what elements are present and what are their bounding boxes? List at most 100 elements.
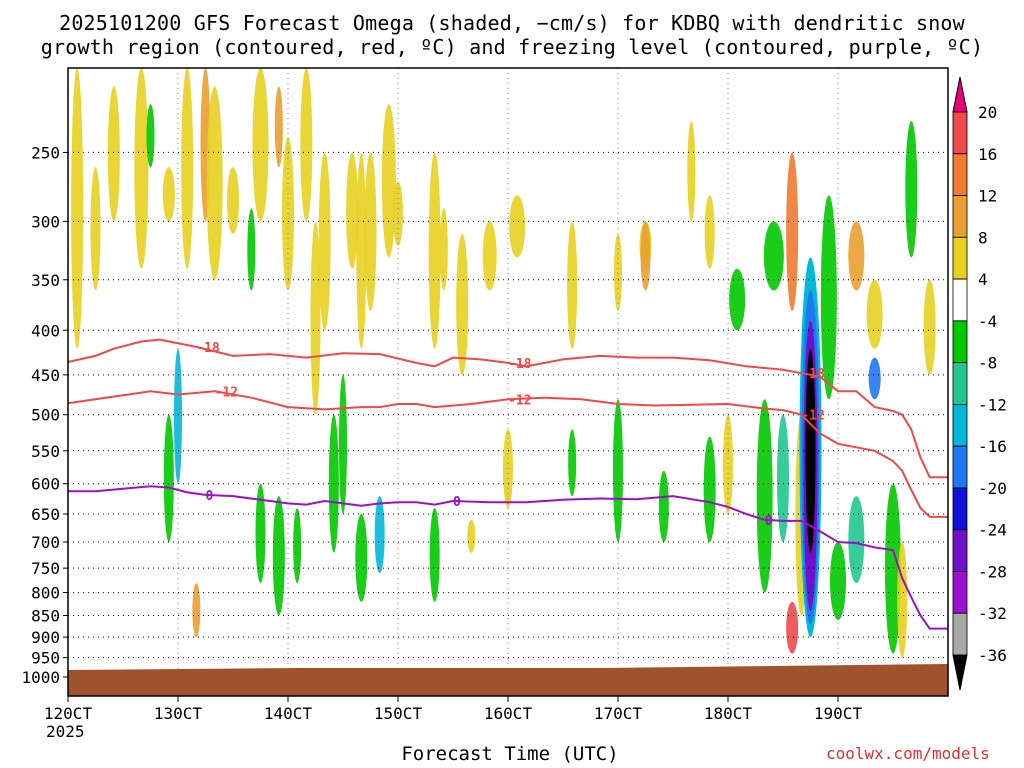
y-tick-label: 250: [31, 143, 60, 162]
y-tick-label: 750: [31, 559, 60, 578]
x-tick-label: 120CT: [44, 704, 93, 723]
y-tick-label: 300: [31, 212, 60, 231]
colorbar-label: -4: [978, 312, 997, 331]
colorbar-swatch: [952, 529, 968, 572]
contour-label: 0: [765, 514, 773, 529]
omega-blob: [247, 208, 256, 291]
colorbar-swatch: [952, 153, 968, 196]
omega-blob: [356, 152, 367, 349]
chart-title-line1: 2025101200 GFS Forecast Omega (shaded, −…: [59, 11, 965, 35]
omega-blob: [381, 104, 396, 258]
y-tick-label: 650: [31, 505, 60, 524]
omega-blob: [777, 414, 789, 543]
omega-blob: [868, 357, 881, 400]
omega-blob: [364, 152, 377, 311]
colorbar-label: 20: [978, 103, 997, 122]
colorbar-label: -32: [978, 604, 1007, 623]
colorbar-swatch: [952, 487, 968, 531]
omega-blob: [848, 496, 865, 583]
contour-label: -12: [215, 385, 238, 400]
y-tick-label: 550: [31, 442, 60, 461]
omega-blob: [146, 104, 155, 168]
omega-blob: [439, 208, 448, 291]
omega-blob: [107, 86, 120, 222]
omega-blob: [786, 601, 799, 654]
omega-blob: [255, 483, 266, 583]
contour-label: 0: [453, 495, 461, 510]
colorbar-swatch: [952, 111, 968, 155]
omega-blob: [162, 167, 175, 222]
colorbar-swatch: [952, 278, 968, 322]
colorbar-swatch: [952, 320, 968, 364]
omega-blob: [614, 233, 622, 311]
colorbar-label: -36: [978, 646, 1007, 665]
omega-blob: [346, 152, 359, 269]
omega-blob: [640, 221, 651, 291]
omega-blob: [174, 348, 182, 484]
omega-blob: [729, 268, 746, 331]
omega-blob: [830, 542, 846, 620]
omega-blob: [482, 221, 497, 291]
contour-label: -18: [196, 341, 220, 356]
colorbar-swatch: [952, 403, 968, 447]
omega-blob: [355, 513, 368, 602]
omega-blob: [300, 67, 313, 222]
y-tick-label: 600: [31, 475, 60, 494]
y-axis-ticks: 250 300 350 400 450 500 550 600 650 700 750 800 850 9…: [21, 143, 68, 687]
omega-blob: [374, 496, 385, 574]
omega-blob: [339, 374, 347, 514]
omega-blob: [134, 68, 149, 269]
contour-label: -12: [801, 409, 824, 424]
omega-blob: [658, 470, 669, 543]
y-tick-label: 900: [31, 628, 60, 647]
colorbar-label: -20: [978, 479, 1007, 498]
omega-blob: [252, 67, 269, 222]
colorbar-swatch: [952, 362, 968, 405]
colorbar-swatch: [952, 445, 968, 489]
omega-blob: [763, 221, 784, 291]
omega-shading: [71, 67, 936, 658]
y-tick-label: 400: [31, 321, 60, 340]
ground-fill: [68, 664, 948, 696]
colorbar-top-arrow: [952, 76, 968, 113]
plot-frame: [67, 67, 949, 697]
omega-blob: [923, 279, 936, 375]
ground-area: [68, 664, 948, 696]
contour-lines: -18 -18 -18 -12 -12 -12 0 0 0: [67, 338, 948, 630]
colorbar-label: -8: [978, 354, 997, 373]
y-tick-label: 500: [31, 406, 60, 425]
omega-blob: [756, 399, 773, 593]
colorbar-label: -28: [978, 562, 1007, 581]
colorbar: 20 16 12 8 4 -4 -8 -12 -16 -20 -24 -28 -32 -36: [952, 76, 1007, 691]
omega-blob: [227, 167, 239, 234]
y-tick-label: 700: [31, 533, 60, 552]
y-tick-label: 950: [31, 649, 60, 668]
omega-blob: [703, 436, 716, 543]
omega-blob: [456, 233, 469, 375]
contour-label: -12: [508, 393, 531, 408]
y-tick-label: 850: [31, 607, 60, 626]
contour-line--18: [67, 338, 948, 479]
colorbar-swatch: [952, 612, 968, 656]
x-tick-label: 150CT: [374, 704, 423, 723]
credit-text: coolwx.com/models: [826, 744, 990, 763]
omega-blob: [567, 221, 578, 349]
contour-line--12: [67, 390, 948, 518]
colorbar-label: -16: [978, 437, 1007, 456]
x-tick-label: 190CT: [814, 704, 863, 723]
colorbar-bottom-arrow: [952, 654, 968, 691]
x-axis-label: Forecast Time (UTC): [401, 743, 619, 765]
omega-blob: [885, 483, 901, 654]
omega-blob: [272, 496, 285, 616]
omega-blob: [723, 414, 733, 514]
colorbar-swatch: [952, 571, 968, 614]
omega-blob: [509, 195, 526, 258]
x-tick-year: 2025: [46, 722, 85, 741]
omega-blob: [467, 519, 476, 553]
omega-blob: [274, 86, 283, 168]
x-tick-label: 170CT: [594, 704, 643, 723]
omega-blob: [568, 429, 577, 497]
colorbar-label: 16: [978, 145, 997, 164]
y-tick-label: 1000: [21, 668, 60, 687]
